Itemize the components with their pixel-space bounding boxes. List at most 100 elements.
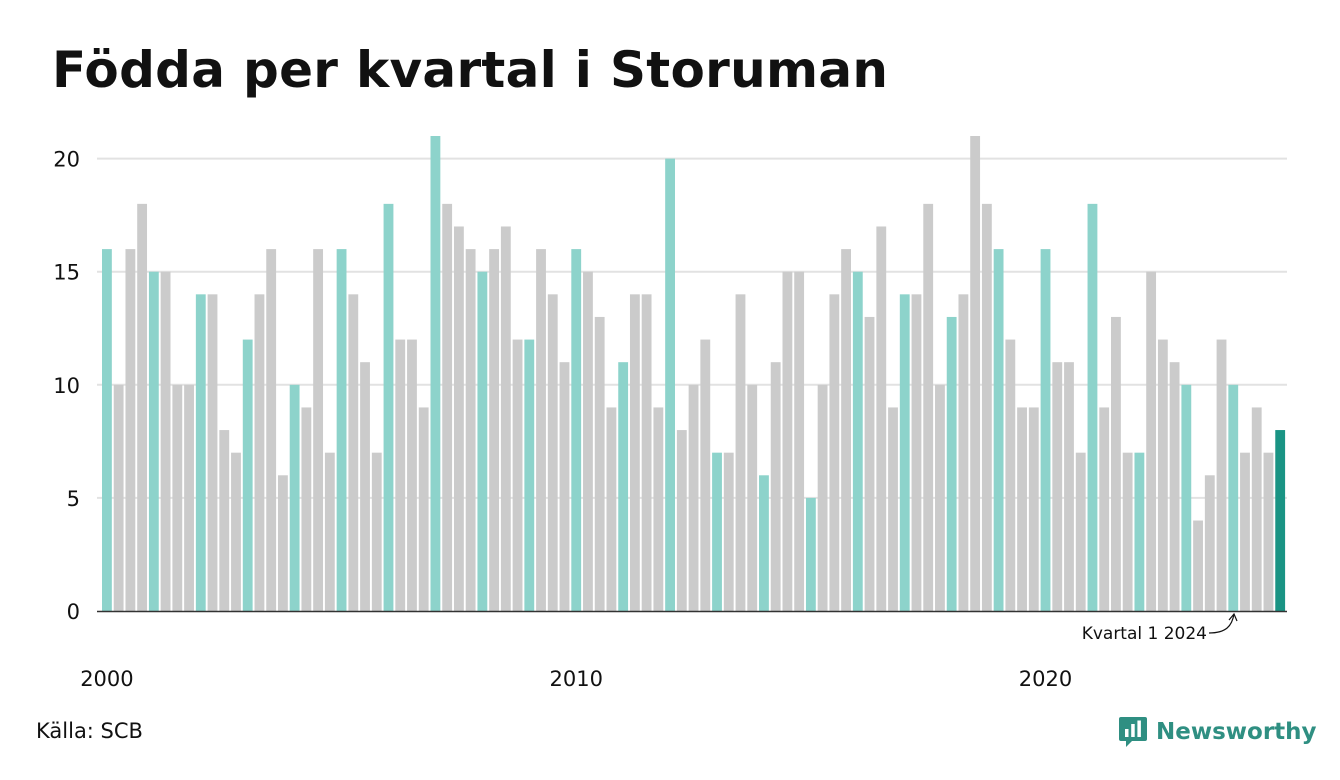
- bar-75: [981, 203, 992, 612]
- bar-47: [653, 407, 664, 611]
- bar-91: [1169, 362, 1180, 611]
- bar-34: [500, 226, 511, 612]
- bar-13: [254, 294, 265, 611]
- bar-80: [1040, 249, 1051, 611]
- latest-annotation: Kvartal 1 2024: [1082, 612, 1238, 644]
- brand-name: Newsworthy: [1156, 719, 1317, 745]
- bar-87: [1122, 452, 1133, 611]
- bar-95: [1216, 339, 1227, 611]
- x-tick-label: 2020: [1019, 667, 1072, 691]
- newsworthy-logo-icon: [1119, 717, 1147, 747]
- bar-59: [794, 271, 805, 611]
- x-axis-ticks: 2000 2010 2020: [80, 667, 1072, 691]
- bar-2: [125, 249, 136, 611]
- bar-60: [805, 497, 816, 611]
- bar-29: [442, 203, 453, 612]
- y-tick-label: 0: [67, 600, 80, 624]
- bar-31: [465, 249, 476, 611]
- bar-41: [583, 271, 593, 611]
- bar-77: [1005, 339, 1016, 611]
- bar-51: [700, 339, 711, 611]
- annotation-arrowhead: [1228, 612, 1238, 622]
- bar-94: [1204, 475, 1215, 611]
- bar-37: [536, 249, 546, 611]
- bar-83: [1075, 452, 1086, 611]
- bar-90: [1157, 339, 1168, 611]
- bar-66: [876, 226, 887, 612]
- bar-67: [888, 407, 898, 611]
- bar-69: [911, 294, 922, 611]
- bar-88: [1134, 452, 1145, 611]
- bar-0: [102, 249, 112, 611]
- y-tick-label: 20: [53, 148, 80, 172]
- bar-74: [970, 136, 981, 611]
- bar-39: [559, 362, 570, 611]
- bar-76: [993, 249, 1004, 611]
- bar-68: [899, 294, 910, 611]
- bar-84: [1087, 203, 1098, 612]
- bar-28: [430, 136, 441, 611]
- bar-58: [782, 271, 793, 611]
- bar-7: [184, 384, 194, 611]
- bar-72: [946, 316, 957, 611]
- x-tick-label: 2000: [80, 667, 133, 691]
- bar-92: [1181, 384, 1192, 611]
- bar-19: [324, 452, 335, 611]
- bar-45: [629, 294, 640, 611]
- bar-54: [735, 294, 746, 611]
- bar-6: [172, 384, 183, 611]
- bar-36: [524, 339, 535, 611]
- bar-14: [266, 249, 277, 611]
- bar-44: [618, 362, 629, 611]
- bar-81: [1052, 362, 1063, 611]
- bar-32: [477, 271, 488, 611]
- bar-24: [383, 203, 394, 612]
- bar-55: [747, 384, 758, 611]
- source-label: Källa: SCB: [36, 719, 143, 743]
- bar-50: [688, 384, 699, 611]
- bar-15: [277, 475, 288, 611]
- bar-96: [1228, 384, 1239, 611]
- bar-23: [371, 452, 382, 611]
- bar-16: [289, 384, 300, 611]
- bar-8: [195, 294, 206, 611]
- bar-62: [829, 294, 840, 611]
- bar-70: [923, 203, 934, 612]
- bar-22: [360, 362, 370, 611]
- bar-42: [594, 316, 605, 611]
- y-axis-ticks: 0 5 10 15 20: [53, 148, 80, 624]
- bar-43: [606, 407, 617, 611]
- brand-logo: Newsworthy: [1118, 714, 1317, 750]
- bar-12: [242, 339, 253, 611]
- bar-46: [641, 294, 652, 611]
- bar-93: [1193, 520, 1203, 611]
- bar-85: [1099, 407, 1110, 611]
- bar-57: [770, 362, 781, 611]
- bar-25: [395, 339, 406, 611]
- annotation-text: Kvartal 1 2024: [1082, 624, 1207, 644]
- bar-97: [1240, 452, 1250, 611]
- bar-79: [1028, 407, 1039, 611]
- bar-86: [1111, 316, 1121, 611]
- bar-61: [817, 384, 828, 611]
- bar-56: [759, 475, 769, 611]
- bar-30: [453, 226, 464, 612]
- y-tick-label: 15: [53, 261, 80, 285]
- bar-18: [313, 249, 324, 611]
- bar-99: [1263, 452, 1274, 611]
- bar-89: [1146, 271, 1157, 611]
- bar-33: [489, 249, 500, 611]
- chart-title: Födda per kvartal i Storuman: [52, 41, 889, 99]
- bar-64: [852, 271, 863, 611]
- bar-40: [571, 249, 582, 611]
- bar-71: [935, 384, 945, 611]
- bar-48: [665, 158, 675, 611]
- bar-10: [219, 430, 230, 611]
- bar-38: [547, 294, 558, 611]
- bar-11: [231, 452, 241, 611]
- bar-1: [113, 384, 124, 611]
- bar-63: [841, 249, 851, 611]
- bars: [102, 136, 1286, 612]
- bar-65: [864, 316, 875, 611]
